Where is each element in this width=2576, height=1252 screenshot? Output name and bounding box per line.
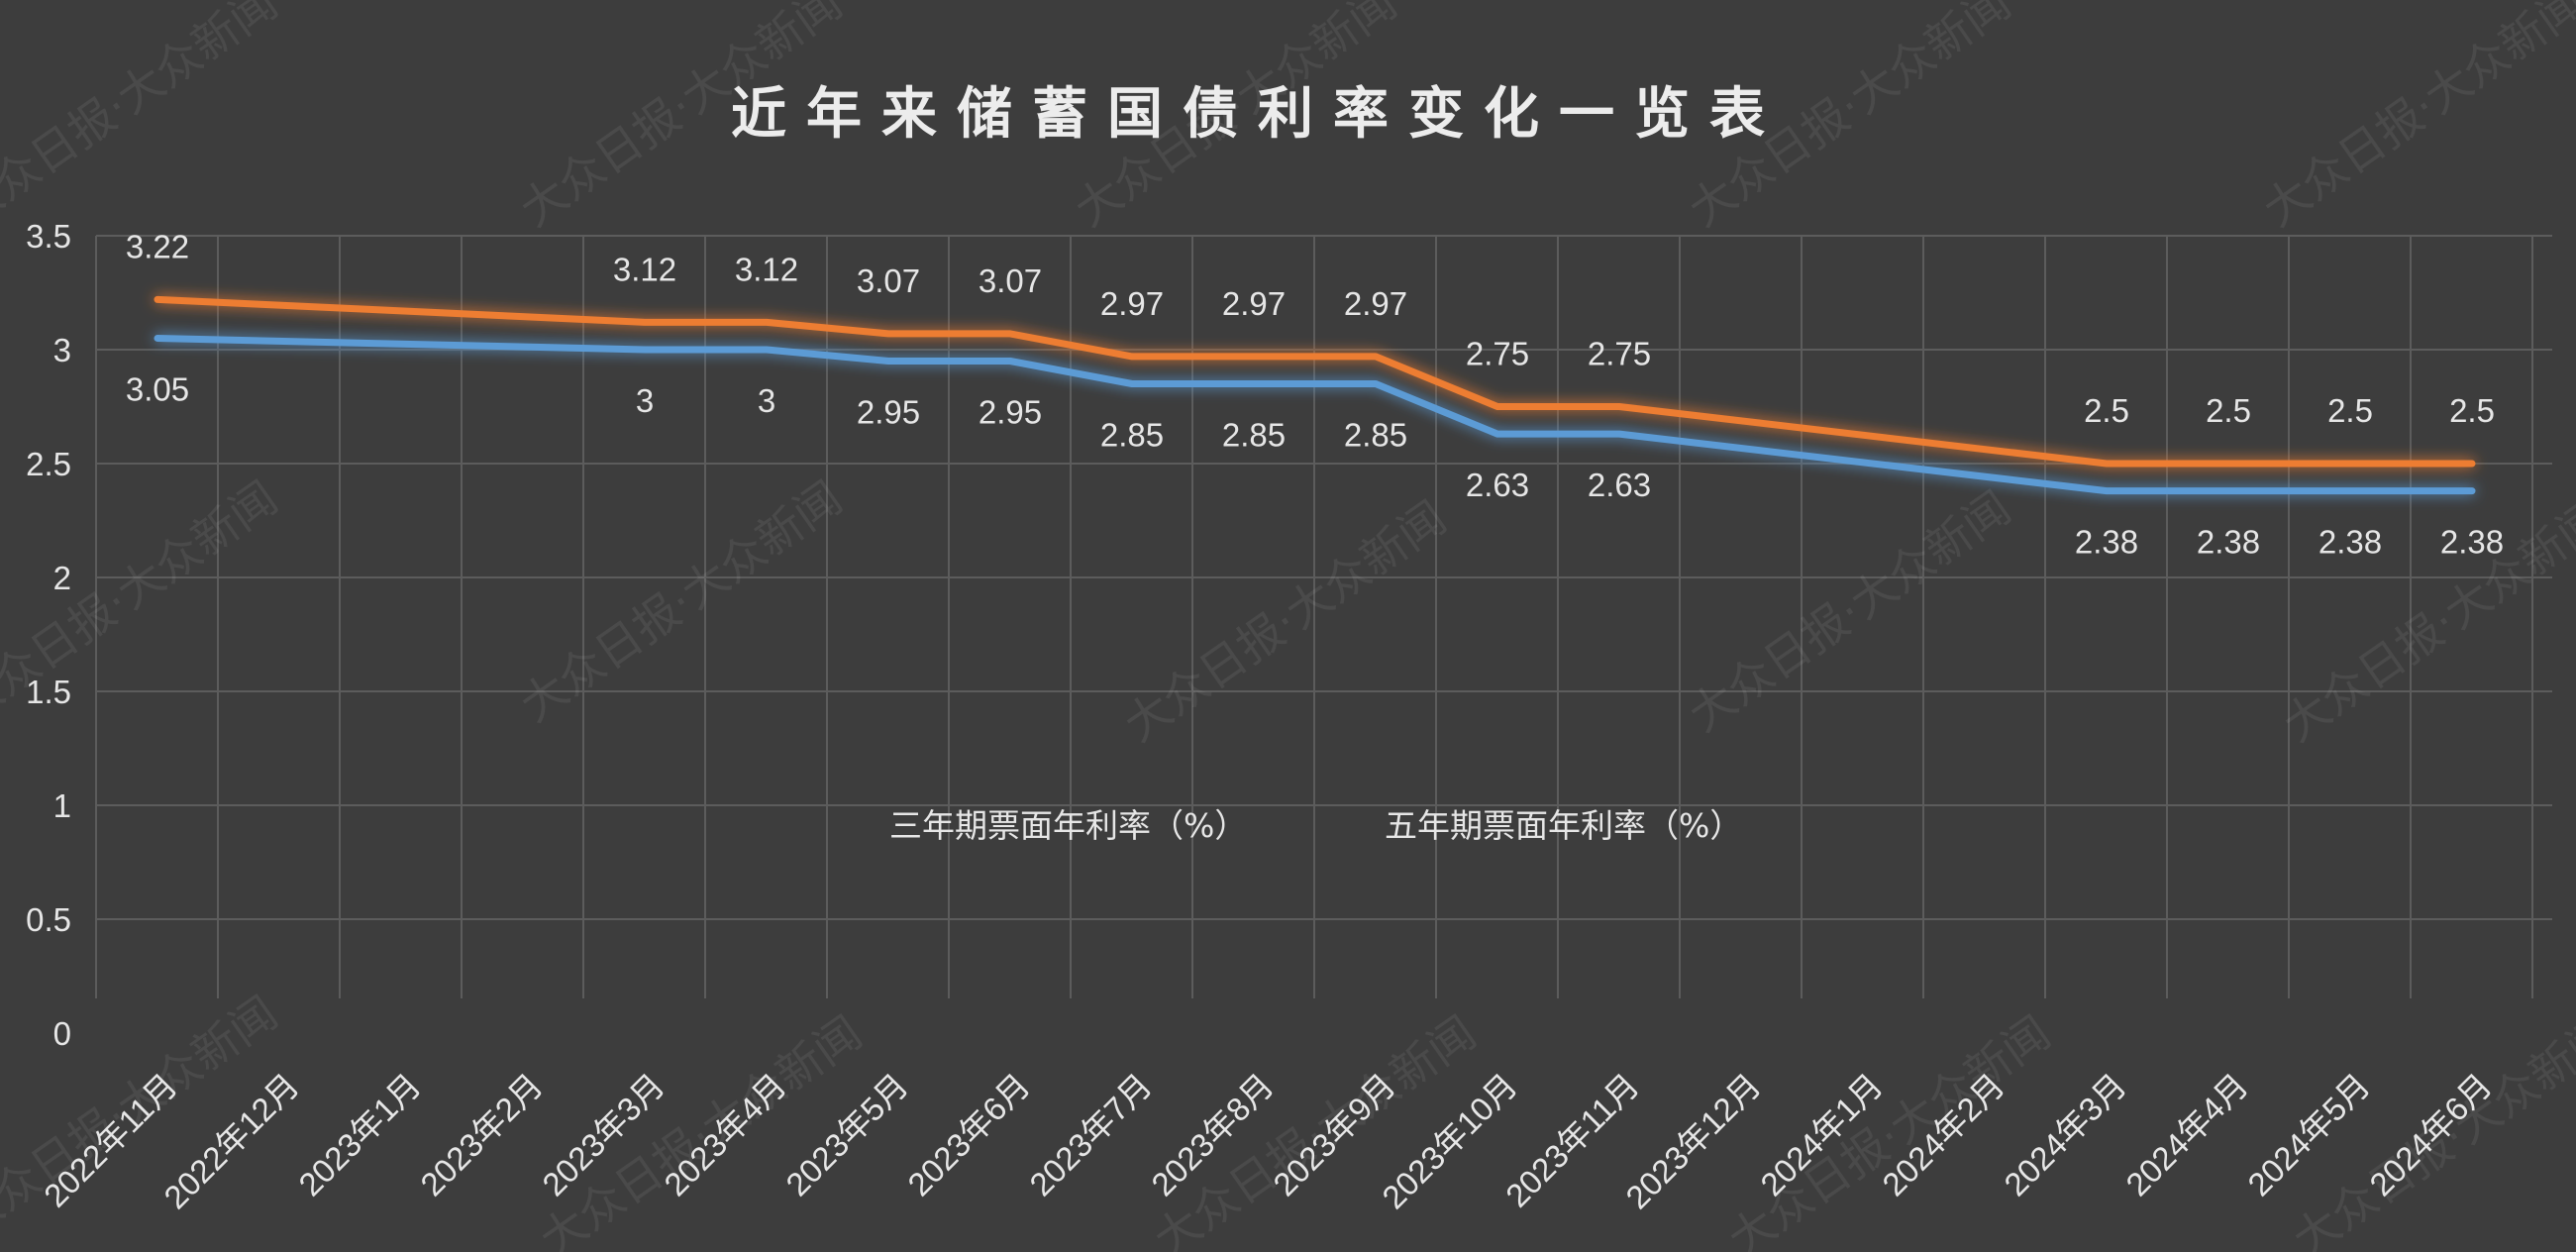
y-tick-label: 2 <box>53 560 71 596</box>
series-line-3yr <box>154 335 2476 495</box>
y-tick-label: 1.5 <box>26 674 71 710</box>
data-label-3yr: 2.95 <box>857 394 920 431</box>
data-label-5yr: 2.5 <box>2206 392 2251 429</box>
series-line-5yr <box>154 295 2476 468</box>
data-label-3yr: 2.63 <box>1588 467 1651 503</box>
y-tick-label: 3 <box>53 332 71 368</box>
y-tick-label: 0 <box>53 1015 71 1052</box>
data-label-3yr: 2.85 <box>1100 417 1164 454</box>
legend-label: 五年期票面年利率（%） <box>1385 806 1742 845</box>
data-label-3yr: 2.38 <box>2197 524 2260 561</box>
data-label-3yr: 2.85 <box>1222 417 1286 454</box>
data-label-5yr: 3.12 <box>735 251 798 287</box>
data-label-3yr: 2.95 <box>979 394 1042 431</box>
data-label-5yr: 2.5 <box>2449 392 2495 429</box>
data-label-5yr: 2.97 <box>1100 285 1164 322</box>
data-label-5yr: 2.75 <box>1466 336 1529 372</box>
legend: 三年期票面年利率（%） 五年期票面年利率（%） <box>792 806 1742 845</box>
data-label-3yr: 2.38 <box>2075 524 2138 561</box>
y-tick-label: 1 <box>53 787 71 824</box>
legend-label: 三年期票面年利率（%） <box>889 806 1247 845</box>
data-label-3yr: 2.38 <box>2440 524 2504 561</box>
data-label-5yr: 3.22 <box>126 228 189 264</box>
data-label-3yr: 3 <box>758 382 775 419</box>
data-label-5yr: 2.5 <box>2084 392 2129 429</box>
chart-title: 近年来储蓄国债利率变化一览表 <box>731 82 1785 147</box>
data-label-5yr: 2.75 <box>1588 336 1651 372</box>
data-label-5yr: 2.5 <box>2327 392 2373 429</box>
data-label-3yr: 2.38 <box>2318 524 2382 561</box>
data-label-5yr: 3.07 <box>857 262 920 299</box>
data-label-5yr: 2.97 <box>1222 285 1286 322</box>
data-labels: 3.05 3 3 2.95 2.95 2.85 2.85 2.85 2.63 2.63 2.38 2.… <box>126 228 2504 560</box>
data-label-3yr: 3.05 <box>126 371 189 408</box>
y-tick-label: 0.5 <box>26 901 71 938</box>
data-label-3yr: 2.85 <box>1344 417 1407 454</box>
data-label-5yr: 3.07 <box>979 262 1042 299</box>
y-tick-label: 3.5 <box>26 218 71 255</box>
data-label-3yr: 2.63 <box>1466 467 1529 503</box>
data-label-5yr: 3.12 <box>613 251 676 287</box>
y-axis-tick-labels: 0 0.5 1 1.5 2 2.5 3 3.5 <box>26 218 71 1052</box>
data-label-3yr: 3 <box>636 382 654 419</box>
data-label-5yr: 2.97 <box>1344 285 1407 322</box>
y-tick-label: 2.5 <box>26 446 71 482</box>
series-lines <box>154 295 2476 495</box>
